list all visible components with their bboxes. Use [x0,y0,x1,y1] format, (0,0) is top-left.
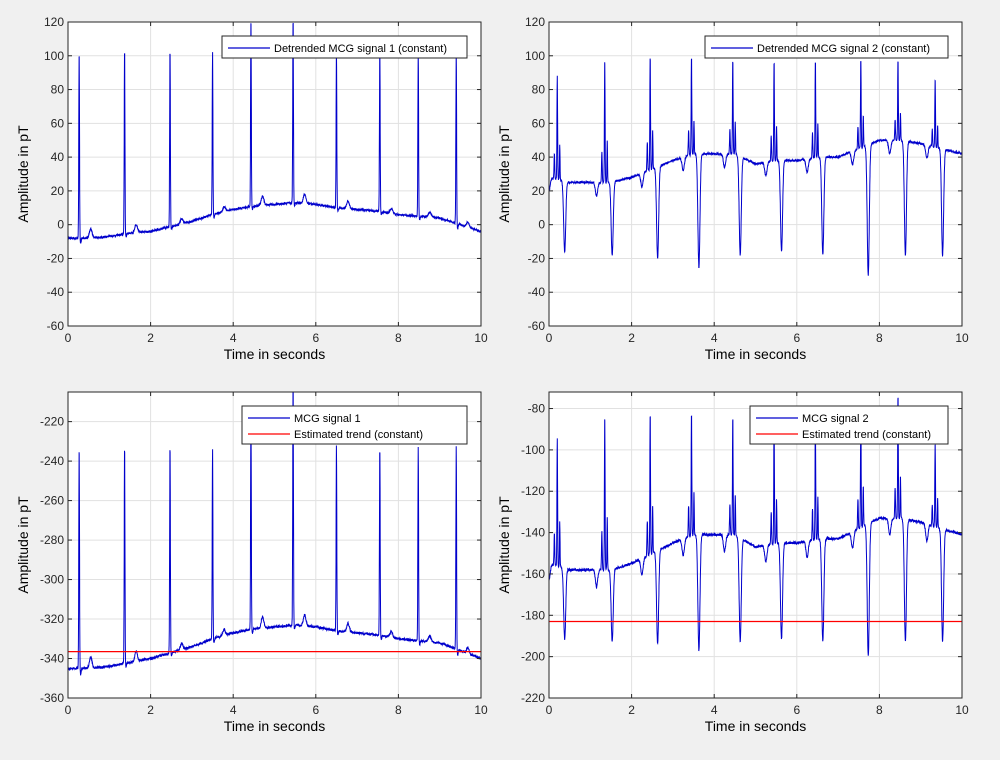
x-tick-label: 0 [546,331,553,345]
plot-area [549,22,962,326]
x-tick-label: 8 [395,703,402,717]
x-tick-label: 6 [793,331,800,345]
y-tick-label: -260 [40,494,64,508]
y-tick-label: 100 [525,49,545,63]
x-tick-label: 10 [474,331,488,345]
y-tick-label: -60 [528,319,546,333]
y-tick-label: -140 [521,526,545,540]
y-tick-label: 60 [51,116,65,130]
x-tick-label: 6 [312,703,319,717]
legend: MCG signal 2 Estimated trend (constant) [749,405,949,445]
axes-box [548,391,963,699]
axes-box [67,391,482,699]
y-tick-label: -360 [40,691,64,705]
y-tick-label: -20 [47,251,65,265]
axes-box [548,21,963,327]
legend-label: MCG signal 1 [294,413,361,425]
legend-label: Estimated trend (constant) [802,429,931,441]
x-tick-label: 4 [230,703,237,717]
x-axis-label: Time in seconds [705,718,806,734]
y-tick-label: 120 [44,15,64,29]
y-tick-label: 100 [44,49,64,63]
x-tick-label: 2 [147,331,154,345]
y-tick-label: -200 [521,650,545,664]
legend-box [241,405,468,445]
series-line-raw-2 [549,397,962,656]
y-tick-label: 40 [51,150,65,164]
y-tick-label: -240 [40,454,64,468]
legend-box [704,35,949,59]
x-tick-label: 10 [955,331,969,345]
legend-box [221,35,468,59]
y-tick-label: -180 [521,608,545,622]
chart-detrended-1: 0 2 4 6 8 10 -60 -40 -20 0 20 40 60 80 100 120 Time in s… [15,15,488,362]
x-tick-label: 0 [65,331,72,345]
legend: MCG signal 1 Estimated trend (constant) [241,405,468,445]
legend: Detrended MCG signal 1 (constant) [221,35,468,59]
x-tick-label: 10 [474,703,488,717]
x-tick-label: 2 [628,703,635,717]
chart-detrended-2: 0 2 4 6 8 10 -60 -40 -20 0 20 40 60 80 100 120 Time in s… [496,15,969,362]
y-tick-label: 60 [532,116,546,130]
x-tick-label: 4 [230,331,237,345]
chart-raw-1: 0 2 4 6 8 10 -360 -340 -320 -300 -280 -260 -240 -220 T… [15,391,488,734]
y-tick-label: 20 [51,184,65,198]
y-tick-label: 40 [532,150,546,164]
y-axis-label: Amplitude in pT [15,496,31,594]
x-tick-label: 6 [312,331,319,345]
y-tick-label: -300 [40,573,64,587]
y-tick-label: 120 [525,15,545,29]
y-tick-label: -120 [521,484,545,498]
chart-raw-2: 0 2 4 6 8 10 -220 -200 -180 -160 -140 -120 -100 -80 Ti… [496,391,969,734]
series-line-detrended-2 [549,58,962,276]
y-tick-label: -220 [40,415,64,429]
legend-label: Detrended MCG signal 2 (constant) [757,43,930,55]
legend-label: Detrended MCG signal 1 (constant) [274,43,447,55]
y-axis-label: Amplitude in pT [496,496,512,594]
x-tick-label: 4 [711,331,718,345]
x-tick-label: 0 [546,703,553,717]
legend-box [749,405,949,445]
y-tick-label: -20 [528,251,546,265]
x-tick-label: 0 [65,703,72,717]
legend: Detrended MCG signal 2 (constant) [704,35,949,59]
y-tick-label: 0 [538,218,545,232]
x-tick-label: 8 [395,331,402,345]
x-tick-label: 8 [876,703,883,717]
y-tick-label: -40 [528,285,546,299]
x-axis-label: Time in seconds [224,718,325,734]
axes-box [67,21,482,327]
y-tick-label: -220 [521,691,545,705]
x-tick-label: 2 [147,703,154,717]
y-tick-label: -280 [40,533,64,547]
y-tick-label: -160 [521,567,545,581]
y-tick-label: -340 [40,652,64,666]
x-tick-label: 6 [793,703,800,717]
y-tick-label: -80 [528,402,546,416]
x-tick-label: 10 [955,703,969,717]
x-tick-label: 2 [628,331,635,345]
y-tick-label: -320 [40,612,64,626]
legend-label: Estimated trend (constant) [294,429,423,441]
y-tick-label: 20 [532,184,546,198]
y-tick-label: 0 [57,218,64,232]
y-tick-label: -40 [47,285,65,299]
y-tick-label: 80 [51,83,65,97]
x-tick-label: 8 [876,331,883,345]
y-axis-label: Amplitude in pT [496,125,512,223]
y-tick-label: -60 [47,319,65,333]
x-axis-label: Time in seconds [705,346,806,362]
x-axis-label: Time in seconds [224,346,325,362]
legend-label: MCG signal 2 [802,413,869,425]
x-tick-label: 4 [711,703,718,717]
y-axis-label: Amplitude in pT [15,125,31,223]
series-line-detrended-1 [68,22,481,244]
plot-area [68,22,481,326]
y-tick-label: 80 [532,83,546,97]
y-tick-label: -100 [521,443,545,457]
